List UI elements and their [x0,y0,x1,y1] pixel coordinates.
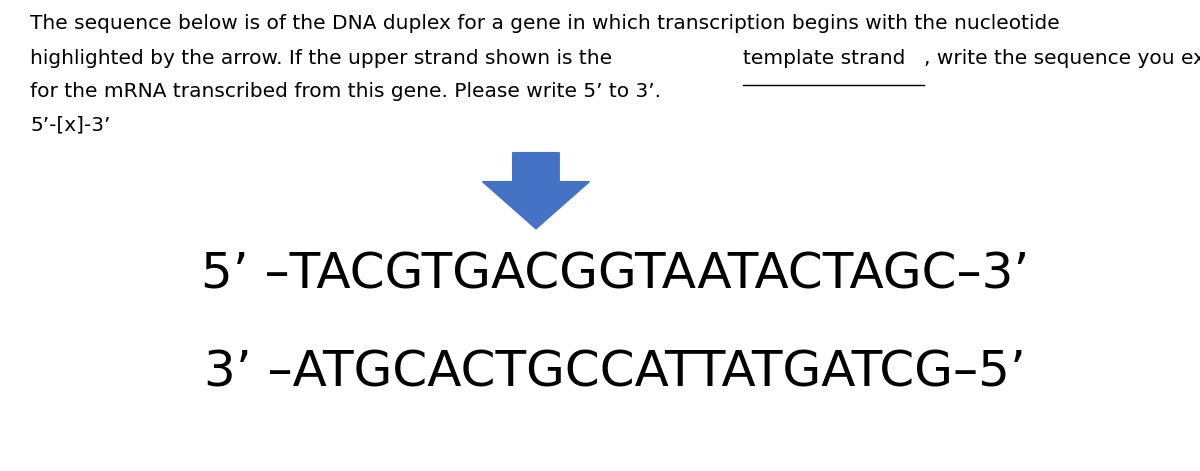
Text: 3’ –ATGCACTGCCATTATGATCG–5’: 3’ –ATGCACTGCCATTATGATCG–5’ [204,348,1026,396]
Text: highlighted by the arrow. If the upper strand shown is the: highlighted by the arrow. If the upper s… [30,49,618,68]
Text: The sequence below is of the DNA duplex for a gene in which transcription begins: The sequence below is of the DNA duplex … [30,14,1060,33]
Text: 5’-[x]-3’: 5’-[x]-3’ [30,115,110,134]
Polygon shape [482,153,589,229]
Text: 5’ –TACGTGACGGTAATACTAGC–3’: 5’ –TACGTGACGGTAATACTAGC–3’ [200,250,1030,298]
Text: for the mRNA transcribed from this gene. Please write 5’ to 3’.: for the mRNA transcribed from this gene.… [30,82,661,101]
Text: template strand: template strand [743,49,905,68]
Text: , write the sequence you expect: , write the sequence you expect [924,49,1200,68]
